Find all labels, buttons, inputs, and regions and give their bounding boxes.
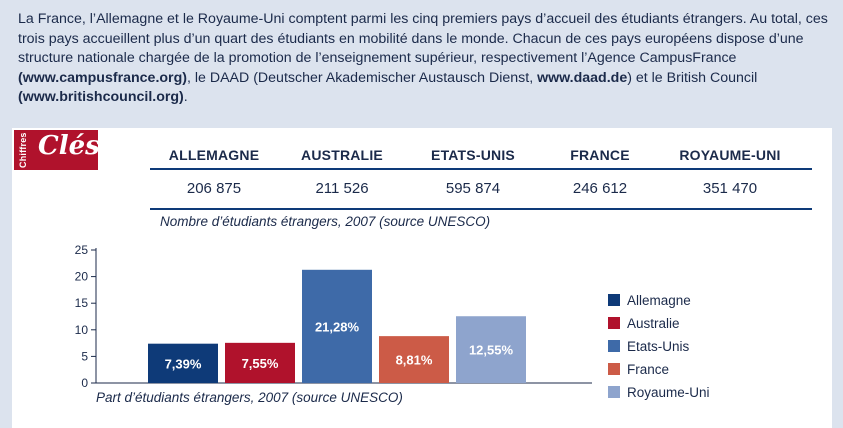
legend-swatch-etats-unis — [608, 340, 620, 352]
bar-australie — [225, 342, 295, 383]
country-header-australie: AUSTRALIE — [301, 147, 383, 163]
legend-item-allemagne: Allemagne — [608, 292, 691, 308]
legend-label-etats-unis: Etats-Unis — [627, 338, 690, 354]
country-header-france: FRANCE — [570, 147, 630, 163]
legend-item-australie: Australie — [608, 315, 680, 331]
legend-item-royaume-uni: Royaume-Uni — [608, 384, 710, 400]
bar-france — [379, 336, 449, 383]
chiffres-cles-badge: Chiffres Clés — [14, 130, 100, 170]
legend-label-france: France — [627, 361, 670, 377]
legend-item-etats-unis: Etats-Unis — [608, 338, 689, 354]
legend-swatch-france — [608, 363, 620, 375]
count-france: 246 612 — [572, 180, 628, 197]
bar-label-france: 8,81% — [396, 353, 433, 368]
chart-caption: Part d’étudiants étrangers, 2007 (source… — [96, 390, 403, 405]
table-divider-top — [150, 168, 812, 170]
bar-etats-unis — [302, 269, 372, 383]
legend-label-allemagne: Allemagne — [627, 292, 691, 308]
daad-link: www.daad.de — [537, 69, 628, 86]
legend-swatch-australie — [608, 317, 620, 329]
intro-text-4: . — [183, 89, 188, 105]
badge-big-text: Clés — [38, 131, 100, 161]
legend-swatch-royaume-uni — [608, 386, 620, 398]
bar-label-etats-unis: 21,28% — [315, 319, 360, 334]
country-header-allemagne: ALLEMAGNE — [168, 147, 260, 163]
bar-label-australie: 7,55% — [242, 356, 279, 371]
bar-label-royaume-uni: 12,55% — [469, 343, 514, 358]
y-tick-label: 20 — [75, 270, 89, 284]
count-royaume-uni: 351 470 — [702, 180, 758, 197]
legend-label-australie: Australie — [627, 315, 680, 331]
count-australie: 211 526 — [315, 180, 369, 197]
country-header-royaume-uni: ROYAUME-UNI — [679, 147, 781, 163]
y-tick-label: 10 — [75, 323, 89, 337]
campusfrance-link: (www.campusfrance.org) — [18, 69, 187, 86]
y-tick-label: 25 — [75, 243, 89, 257]
count-allemagne: 206 875 — [186, 180, 242, 197]
table-divider-bottom — [150, 208, 812, 210]
legend-swatch-allemagne — [608, 294, 620, 306]
britishcouncil-link: (www.britishcouncil.org) — [18, 89, 184, 105]
count-etats-unis: 595 874 — [445, 180, 501, 197]
table-caption: Nombre d’étudiants étrangers, 2007 (sour… — [160, 214, 491, 229]
y-tick-label: 0 — [81, 376, 88, 390]
bar-allemagne — [148, 343, 218, 383]
intro-paragraph: La France, l’Allemagne et le Royaume-Uni… — [18, 10, 828, 108]
legend-item-france: France — [608, 361, 669, 377]
intro-text-1: La France, l’Allemagne et le Royaume-Uni… — [18, 11, 828, 66]
bar-royaume-uni — [456, 316, 526, 383]
y-tick-label: 5 — [81, 349, 88, 363]
legend-label-royaume-uni: Royaume-Uni — [627, 384, 710, 400]
bar-label-allemagne: 7,39% — [165, 356, 202, 371]
intro-text-2: , le DAAD (Deutscher Akademischer Austau… — [186, 69, 538, 86]
country-header-etats-unis: ETATS-UNIS — [431, 147, 515, 163]
y-tick-label: 15 — [75, 296, 89, 310]
intro-text-3: ) et le British Council — [627, 69, 758, 86]
